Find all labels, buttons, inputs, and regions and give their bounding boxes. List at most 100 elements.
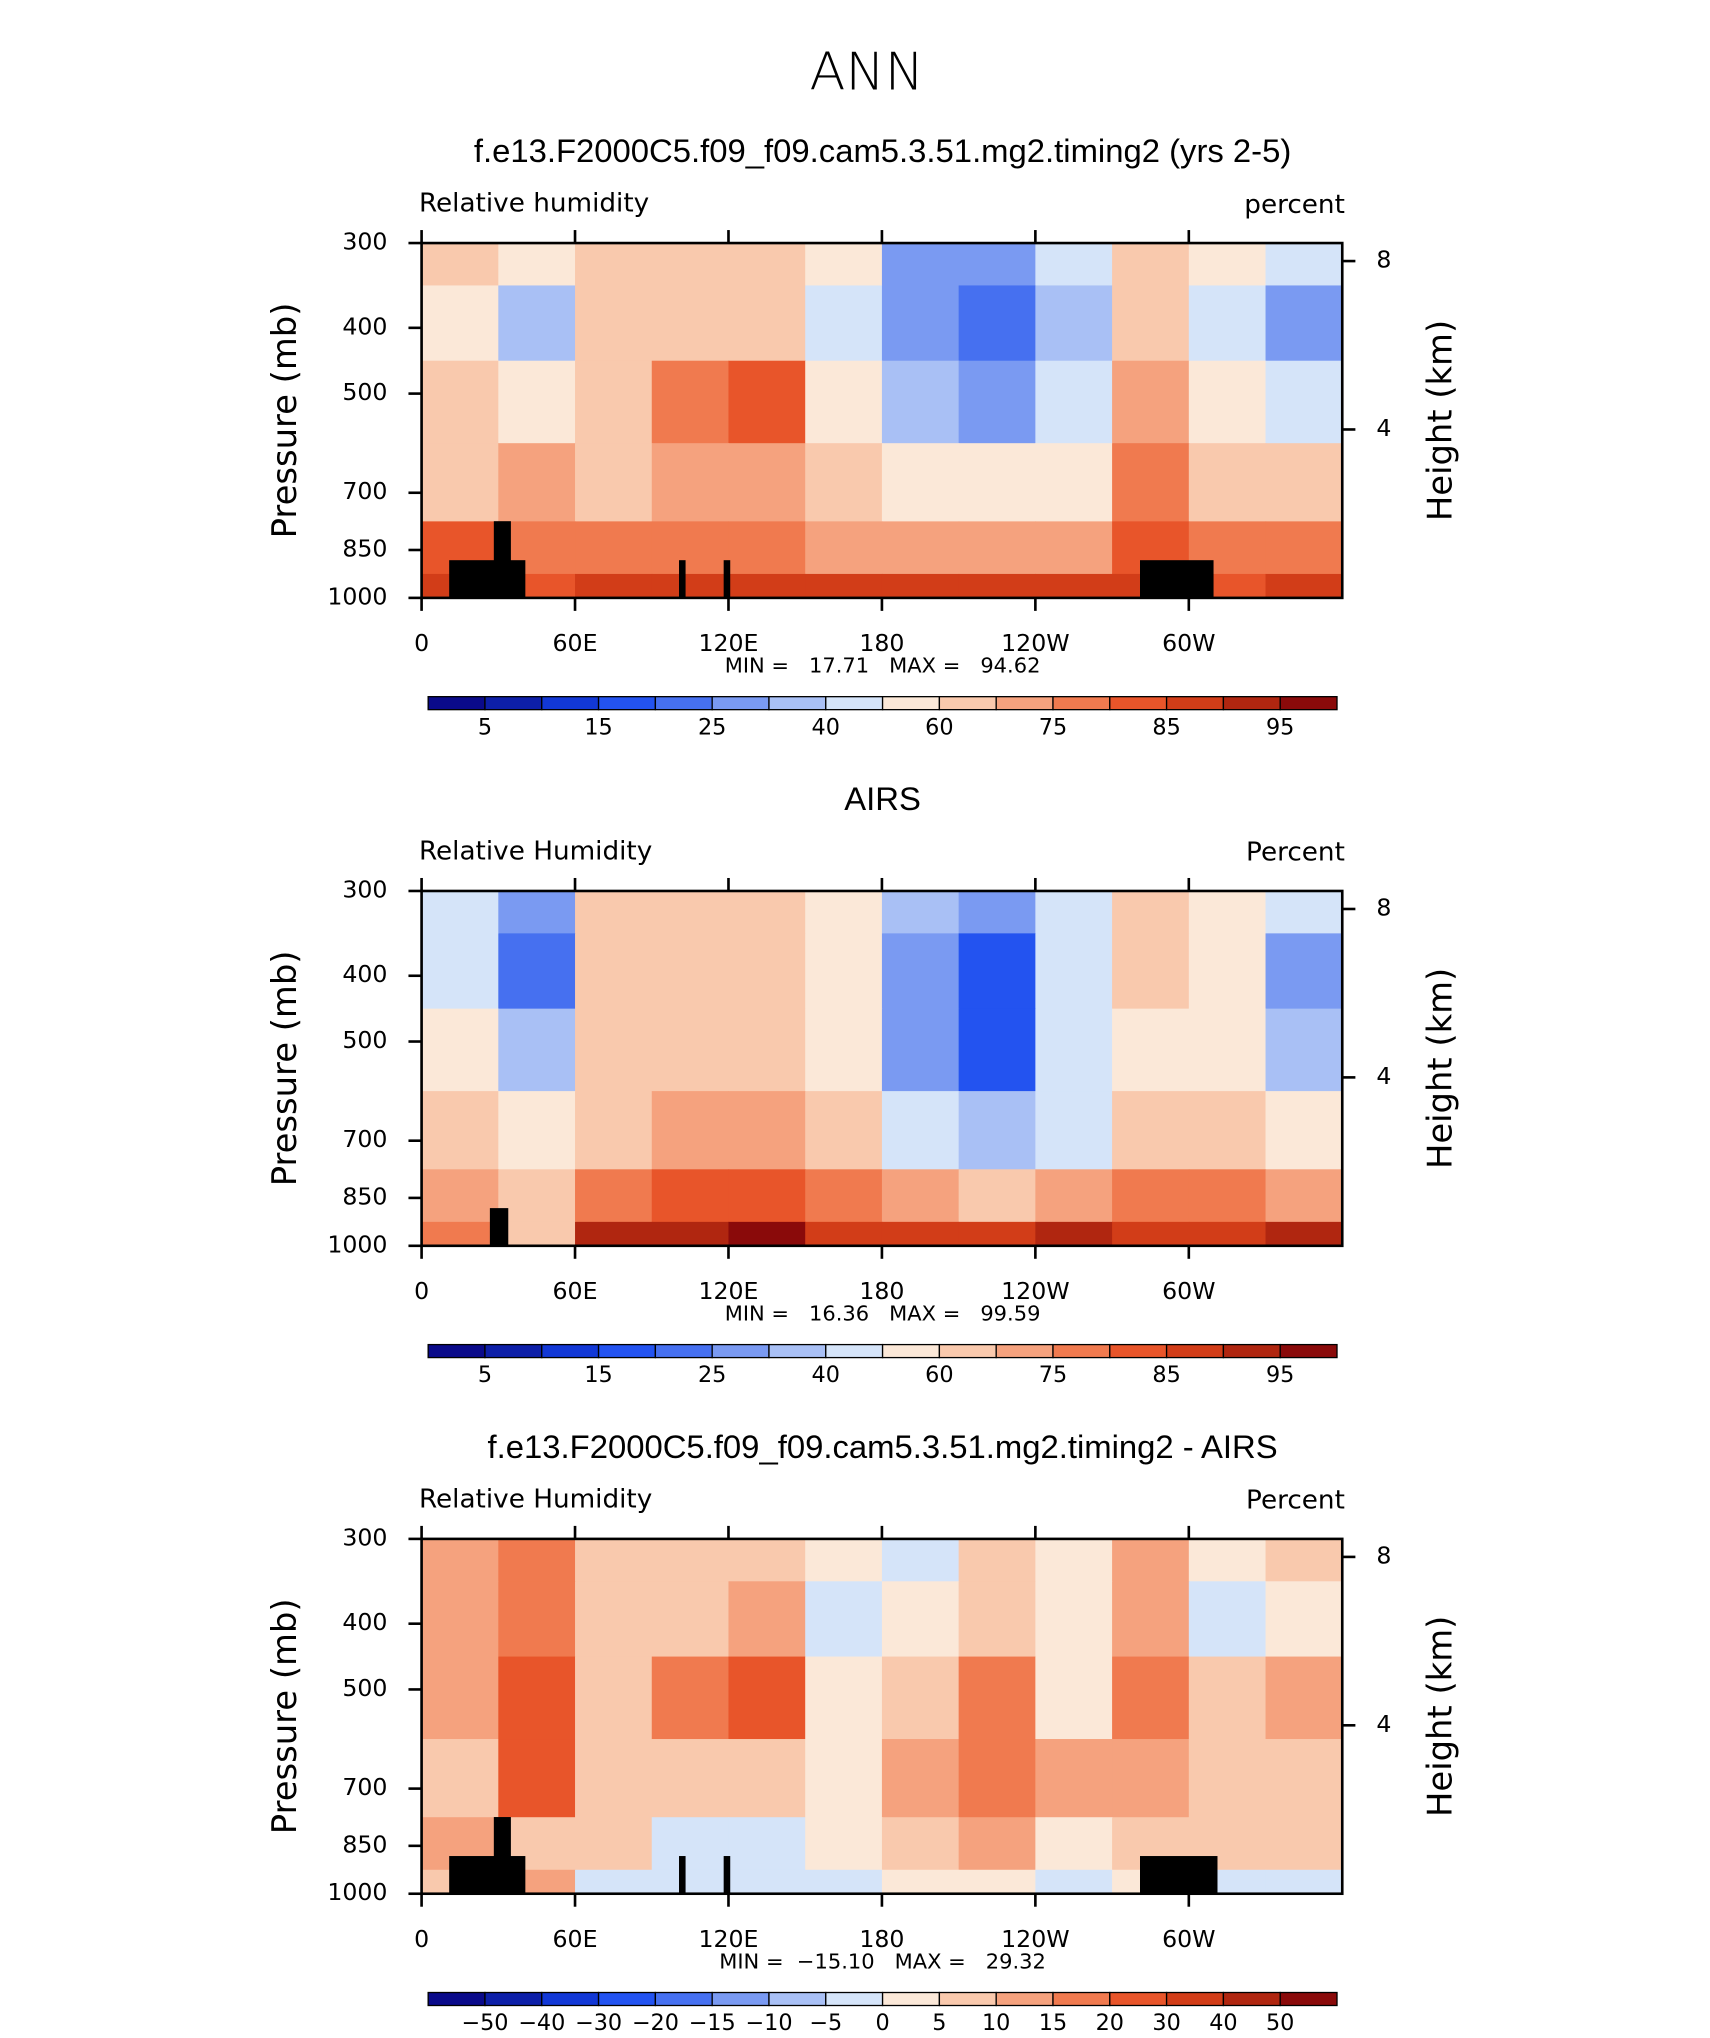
colorbar-box [597,696,657,711]
contour-cell [651,1739,730,1818]
land-mask [1140,560,1214,598]
contour-cell [498,933,576,1010]
colorbar-box [1052,696,1111,711]
contour-cell [728,1869,806,1895]
contour-cell [575,285,653,362]
contour-cell [651,1538,730,1582]
contour-cell [881,1817,960,1871]
colorbar-label: 15 [584,714,612,740]
panel-title: AIRS [844,780,921,817]
contour-cell [805,285,883,362]
colorbar-label: 40 [1209,2010,1237,2036]
colorbar-box [654,1991,713,2007]
contour-cell [1035,1817,1113,1871]
contour-cell [498,1538,576,1582]
contour-cell [728,360,806,444]
y-axis-label: Pressure (mb) [265,951,305,1187]
variable-label: Relative humidity [419,189,649,219]
contour-cell [881,1581,960,1658]
contour-cell [881,1538,960,1582]
colorbar-label: 25 [698,714,726,740]
contour-cell [805,1091,883,1170]
x-tick-label: 120W [1001,1925,1069,1953]
contour-cell [728,1169,806,1223]
contour-cell [1188,1169,1267,1223]
contour-cell [1265,890,1343,935]
variable-label: Relative Humidity [419,837,652,867]
contour-cell [958,1817,1037,1871]
contour-cell [575,521,653,575]
contour-cell [421,1581,499,1658]
colorbar-box [1279,1991,1338,2007]
y-axis-label: Pressure (mb) [265,1598,305,1834]
contour-cell [1035,443,1113,523]
contour-cell [421,443,499,523]
contour-cell [728,243,806,287]
contour-cell [421,285,499,362]
contour-cell [1265,1869,1343,1895]
contour-cell [651,443,730,523]
contour-cell [1112,285,1190,362]
contour-cell [728,1538,806,1582]
contour-cell [728,890,806,935]
contour-cell [1188,1739,1267,1818]
contour-cell [1035,1656,1113,1740]
colorbar-box [1052,1343,1111,1359]
contour-cell [575,1739,653,1818]
land-mask [679,560,686,598]
colorbar-box [938,696,997,711]
contour-cell [805,933,883,1010]
contour-cell [728,1739,806,1818]
contour-cell [1112,890,1190,935]
y-tick-label: 1000 [327,1230,387,1258]
contour-cell [805,243,883,287]
variable-label: Relative Humidity [419,1484,652,1514]
contour-cell [1265,1538,1343,1582]
contour-cell [1112,1008,1190,1092]
contour-cell [421,1008,499,1092]
contour-cell [1035,285,1113,362]
colorbar-box [995,1991,1054,2007]
y2-tick-label: 4 [1376,414,1391,442]
contour-cell [1265,573,1343,599]
contour-cell [805,1538,883,1582]
colorbar-label: 85 [1152,714,1180,740]
contour-cell [498,1581,576,1658]
contour-cell [958,1538,1037,1582]
colorbar-box [768,696,827,711]
colorbar-box [1279,696,1338,711]
y-tick-label: 1000 [327,582,387,610]
land-mask [449,1856,526,1894]
y-tick-label: 700 [342,477,387,505]
colorbar-box [881,1343,941,1359]
contour-cell [881,1221,960,1247]
x-tick-label: 120E [698,629,758,657]
colorbar-box [484,1991,543,2007]
contour-cell [575,1091,653,1170]
contour-cell [728,443,806,523]
contour-cell [805,443,883,523]
x-tick-label: 120W [1001,1277,1069,1305]
land-mask [493,521,511,598]
contour-cell [1265,360,1343,444]
contour-cell [958,573,1037,599]
contour-cell [958,1581,1037,1658]
colorbar-box [654,1343,713,1359]
contour-cell [575,1008,653,1092]
contour-cell [805,573,883,599]
contour-cell [575,933,653,1010]
contour-cell [728,1581,806,1658]
contour-cell [805,1656,883,1740]
land-mask [493,1817,511,1894]
land-mask [723,1856,731,1894]
colorbar-label: 20 [1096,2010,1124,2036]
y-tick-label: 500 [342,378,387,406]
y-tick-label: 850 [342,535,387,563]
contour-cell [805,1169,883,1223]
y-tick-label: 850 [342,1182,387,1210]
colorbar-box [541,696,600,711]
contour-cell [498,1091,576,1170]
contour-cell [881,1091,960,1170]
y-tick-label: 500 [342,1674,387,1702]
colorbar-label: 40 [812,714,840,740]
